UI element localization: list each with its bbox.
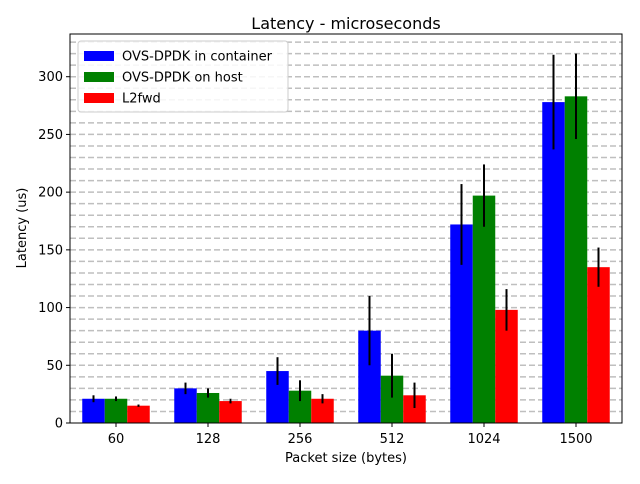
bar (472, 195, 496, 423)
x-tick-label: 60 (108, 432, 125, 447)
x-tick-label: 256 (288, 432, 313, 447)
bar (127, 405, 150, 423)
legend-swatch (84, 72, 114, 82)
bar (542, 102, 565, 424)
y-axis-label: Latency (us) (15, 188, 30, 269)
x-tick-label: 128 (196, 432, 221, 447)
y-tick-label: 200 (38, 186, 63, 201)
bar (196, 392, 220, 423)
bar (380, 375, 404, 423)
legend: OVS-DPDK in container OVS-DPDK on host L2f… (77, 40, 289, 113)
x-tick-label: 512 (380, 432, 405, 447)
bar (358, 330, 381, 423)
legend-label: L2fwd (122, 92, 161, 107)
legend-label: OVS-DPDK in container (122, 50, 273, 65)
y-tick-label: 300 (38, 70, 63, 85)
x-tick-label: 1500 (559, 432, 592, 447)
grid-lines (70, 41, 622, 413)
bar (288, 390, 312, 423)
error-bars (92, 53, 600, 408)
y-tick-label: 250 (38, 128, 63, 143)
bar (403, 395, 426, 423)
legend-swatch (84, 93, 114, 103)
bar (564, 96, 588, 424)
y-tick-label: 50 (46, 359, 63, 374)
bar (266, 371, 289, 423)
bar (450, 224, 473, 423)
x-tick-label: 1024 (467, 432, 500, 447)
y-tick-label: 150 (38, 243, 63, 258)
y-axis: 0 50 100 150 200 250 300 (38, 70, 70, 432)
bar (82, 398, 105, 423)
x-axis-label: Packet size (bytes) (285, 451, 407, 466)
x-axis: 60 128 256 512 1024 1500 (108, 423, 593, 447)
bars (82, 96, 610, 424)
bar (219, 401, 242, 423)
legend-box (77, 40, 289, 113)
bar (174, 388, 197, 423)
bar (495, 309, 518, 423)
y-tick-label: 0 (55, 417, 63, 432)
bar (587, 267, 610, 423)
chart-title: Latency - microseconds (251, 14, 440, 33)
y-tick-label: 100 (38, 301, 63, 316)
plot-frame (69, 33, 623, 424)
legend-label: OVS-DPDK on host (122, 71, 243, 86)
legend-swatch (84, 51, 114, 61)
bar (104, 398, 128, 423)
bar (311, 398, 334, 423)
